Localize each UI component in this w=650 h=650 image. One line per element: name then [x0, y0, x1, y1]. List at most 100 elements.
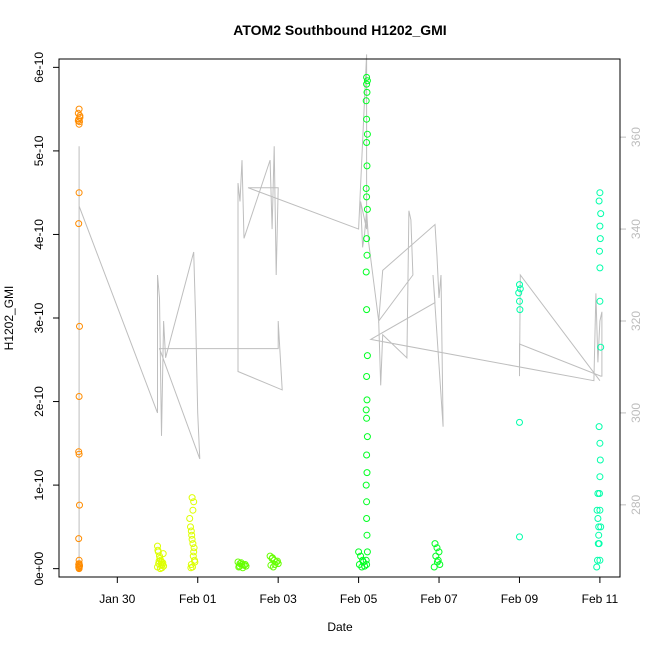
data-point [359, 558, 367, 566]
data-point [516, 533, 523, 541]
data-point [362, 481, 370, 489]
data-point [596, 439, 604, 447]
x-tick-label: Feb 05 [340, 592, 378, 606]
data-point [596, 506, 604, 514]
data-point [75, 220, 83, 228]
data-point [596, 247, 603, 255]
data-point [363, 433, 371, 441]
data-point [188, 494, 196, 502]
y2-tick-label: 340 [629, 219, 643, 239]
data-point [159, 559, 167, 567]
x-axis-label: Date [327, 620, 353, 634]
data-point [363, 77, 371, 85]
data-point [75, 120, 83, 128]
data-point [363, 469, 371, 477]
data-point [362, 185, 370, 192]
y-tick-label: 1e-10 [32, 469, 46, 500]
x-tick-label: Feb 09 [501, 592, 539, 606]
series-line [78, 54, 603, 560]
data-point [516, 418, 523, 426]
x-tick-label: Feb 11 [582, 592, 619, 606]
data-point [273, 557, 281, 565]
data-point [76, 114, 84, 121]
data-point [361, 562, 369, 570]
data-point [362, 268, 370, 276]
data-point [75, 105, 83, 113]
data-point [190, 548, 198, 556]
data-point [75, 450, 83, 458]
data-point [363, 531, 371, 539]
data-point [596, 264, 604, 272]
data-point [362, 406, 370, 414]
y-tick-label: 4e-10 [32, 219, 46, 250]
y2-tick-label: 280 [629, 495, 643, 515]
data-point [594, 556, 601, 564]
data-point [363, 451, 371, 459]
x-tick-label: Jan 30 [99, 592, 135, 606]
data-point [363, 373, 371, 380]
data-point [187, 523, 194, 531]
data-point [595, 423, 603, 431]
y-tick-label: 5e-10 [32, 135, 46, 166]
data-point [236, 562, 244, 570]
data-point [363, 414, 371, 422]
y-axis: 0e+00 1e-10 2e-10 3e-10 4e-10 5e-10 6e-10 [32, 52, 59, 585]
data-point [188, 535, 196, 543]
data-point [363, 205, 371, 213]
x-tick-label: Feb 07 [420, 592, 458, 606]
data-point [516, 306, 524, 314]
data-point [595, 197, 603, 205]
data-point [596, 222, 604, 230]
data-point [76, 322, 83, 330]
data-point [355, 548, 363, 556]
data-point [596, 556, 604, 564]
data-point [363, 515, 371, 522]
data-point [363, 73, 371, 81]
data-point [516, 281, 523, 289]
data-point [363, 498, 371, 506]
series-points [74, 73, 605, 573]
data-point [159, 550, 167, 558]
data-point [516, 285, 524, 293]
data-point [596, 235, 604, 243]
data-point [363, 352, 371, 360]
x-tick-label: Feb 01 [179, 592, 217, 606]
data-point [75, 393, 83, 400]
data-point [363, 235, 371, 243]
data-point [363, 130, 371, 138]
y2-tick-label: 320 [629, 311, 643, 331]
x-tick-label: Feb 03 [259, 592, 297, 606]
series-lines [78, 54, 603, 560]
data-point [593, 506, 601, 514]
data-point [363, 306, 371, 314]
y-tick-label: 6e-10 [32, 52, 46, 83]
chart-title: ATOM2 Southbound H1202_GMI [233, 22, 446, 38]
data-point [363, 396, 371, 404]
data-point [362, 97, 370, 105]
data-point [186, 515, 194, 522]
data-point [75, 560, 83, 568]
data-point [269, 554, 276, 562]
data-point [596, 473, 604, 481]
data-point [74, 117, 82, 125]
y-axis-label: H1202_GMI [2, 286, 16, 351]
data-point [595, 523, 603, 531]
data-point [363, 115, 371, 123]
data-point [596, 189, 604, 197]
data-point [188, 531, 196, 539]
y2-axis: 280 300 320 340 360 [620, 127, 643, 515]
data-point [515, 289, 523, 297]
data-point [75, 448, 83, 456]
data-point [596, 456, 604, 464]
data-point [363, 193, 371, 201]
y2-tick-label: 300 [629, 403, 643, 423]
data-point [431, 540, 439, 548]
data-point [187, 527, 195, 535]
data-point [363, 80, 371, 88]
data-point [363, 162, 371, 170]
data-point [237, 559, 245, 567]
data-point [363, 88, 371, 96]
y-tick-label: 2e-10 [32, 386, 46, 417]
data-point [190, 544, 198, 552]
